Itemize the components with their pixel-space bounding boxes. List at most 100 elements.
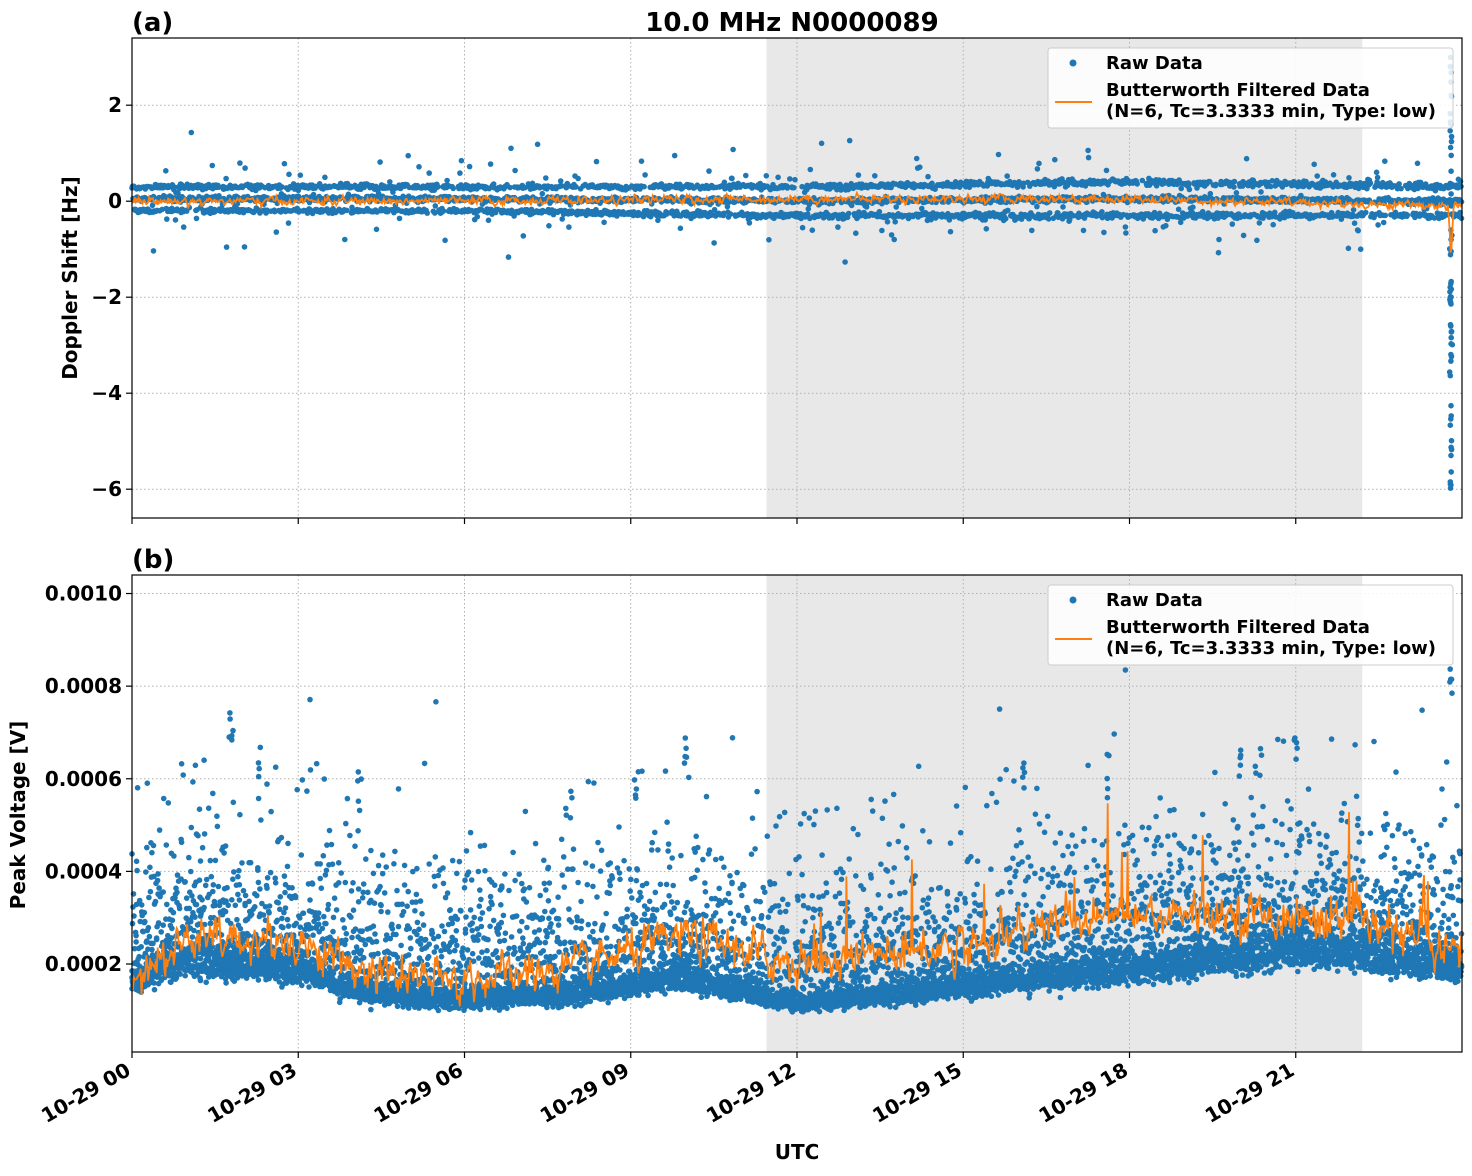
raw-data-point [231, 800, 237, 806]
raw-data-point [243, 893, 249, 899]
raw-data-point [1447, 128, 1453, 134]
raw-data-point [1216, 237, 1222, 243]
raw-data-point [1346, 246, 1352, 252]
raw-data-point [1186, 182, 1192, 188]
raw-data-point [182, 973, 188, 979]
raw-data-point [157, 827, 163, 833]
raw-data-point [242, 244, 248, 250]
raw-data-point [1448, 335, 1454, 341]
raw-data-point [1178, 186, 1184, 192]
raw-data-point [169, 926, 175, 932]
raw-data-point [914, 156, 920, 162]
raw-data-point [208, 920, 214, 926]
raw-data-point [594, 159, 600, 165]
raw-data-point [1035, 166, 1041, 172]
raw-data-point [242, 903, 248, 909]
raw-data-point [486, 218, 492, 224]
raw-data-point [142, 910, 148, 916]
raw-data-point [261, 912, 267, 918]
raw-data-point [152, 987, 158, 993]
raw-data-point [1449, 447, 1455, 453]
raw-data-point [258, 817, 264, 823]
raw-data-point [139, 902, 145, 908]
panel-label-a: (a) [132, 8, 173, 38]
raw-data-point [134, 859, 140, 865]
raw-data-point [1448, 153, 1454, 159]
raw-data-point [1448, 413, 1454, 419]
raw-data-point [177, 971, 183, 977]
raw-data-point [195, 833, 201, 839]
raw-data-point [146, 925, 152, 931]
raw-data-point [810, 227, 816, 233]
raw-data-point [1003, 216, 1009, 222]
raw-data-point [223, 980, 229, 986]
raw-data-point [672, 153, 678, 159]
raw-data-point [194, 902, 200, 908]
raw-data-point [764, 173, 770, 179]
raw-data-point [1152, 228, 1158, 234]
raw-data-point [1314, 173, 1320, 179]
raw-data-point [1241, 233, 1247, 239]
raw-data-point [377, 159, 383, 165]
raw-data-point [216, 884, 222, 890]
raw-data-point [835, 224, 841, 230]
raw-data-point [237, 812, 243, 818]
raw-data-point [1123, 230, 1129, 236]
raw-data-point [642, 172, 648, 178]
raw-data-point [193, 763, 199, 769]
raw-data-point [233, 903, 239, 909]
raw-data-point [197, 806, 203, 812]
raw-data-point [1346, 175, 1352, 181]
raw-data-point [426, 170, 432, 176]
raw-data-point [1448, 485, 1454, 491]
raw-data-point [171, 853, 177, 859]
raw-data-point [151, 248, 157, 254]
raw-data-point [264, 781, 270, 787]
raw-data-point [224, 885, 230, 891]
raw-data-point [189, 130, 195, 136]
raw-data-point [488, 161, 494, 167]
raw-data-point [459, 158, 465, 164]
raw-data-point [1448, 358, 1454, 364]
raw-data-point [405, 153, 411, 159]
raw-data-point [1244, 156, 1250, 162]
raw-data-point [441, 208, 447, 214]
raw-data-point [678, 226, 684, 232]
raw-data-point [231, 869, 237, 875]
raw-data-point [210, 163, 216, 169]
raw-data-point [1331, 172, 1337, 178]
raw-data-point [154, 935, 160, 941]
raw-data-point [151, 843, 157, 849]
raw-data-point [202, 831, 208, 837]
raw-data-point [1231, 184, 1237, 190]
raw-data-point [1449, 438, 1455, 444]
raw-data-point [1047, 210, 1053, 216]
raw-data-point [729, 176, 735, 182]
raw-data-point [512, 168, 518, 174]
raw-data-point [1374, 170, 1380, 176]
raw-data-point [1448, 322, 1454, 328]
raw-data-point [164, 902, 170, 908]
y-tick-label: 2 [108, 93, 122, 117]
raw-data-point [282, 161, 288, 167]
raw-data-point [298, 172, 304, 178]
raw-data-point [199, 897, 205, 903]
raw-data-point [257, 886, 263, 892]
raw-data-point [235, 874, 241, 880]
raw-data-point [182, 879, 188, 885]
raw-data-point [435, 184, 441, 190]
raw-data-point [984, 226, 990, 232]
raw-data-point [559, 216, 565, 222]
raw-data-point [444, 178, 450, 184]
raw-data-point [1355, 228, 1361, 234]
raw-data-point [1176, 207, 1182, 213]
raw-data-point [164, 216, 170, 222]
raw-data-point [1368, 180, 1374, 186]
raw-data-point [164, 842, 170, 848]
raw-data-point [163, 168, 169, 174]
raw-data-point [766, 237, 772, 243]
raw-data-point [1190, 204, 1196, 210]
raw-data-point [1447, 369, 1453, 375]
raw-data-point [186, 855, 192, 861]
